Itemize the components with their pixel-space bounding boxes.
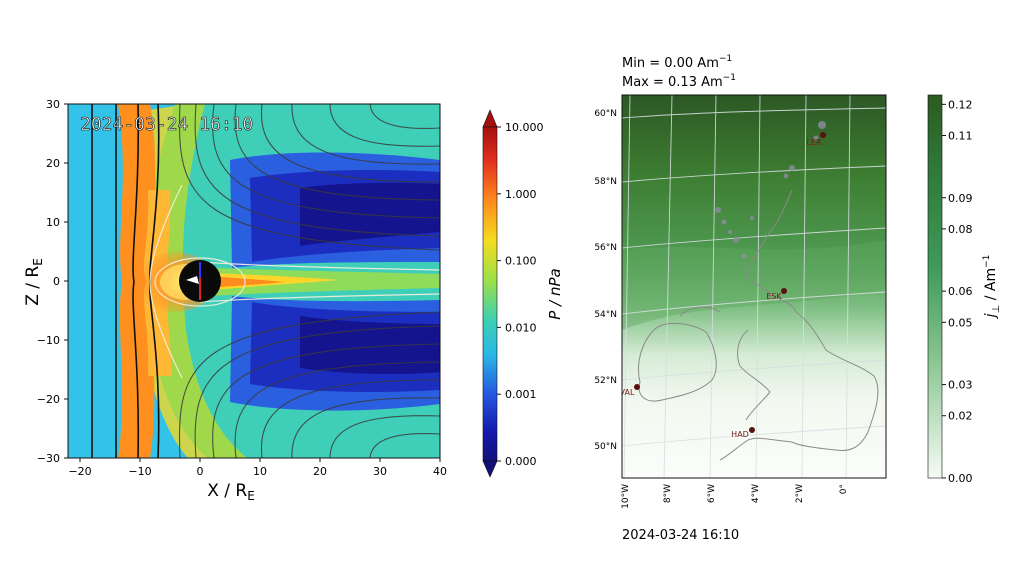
pressure-cbar-tick-label: 0.000 xyxy=(505,455,537,468)
x-tick-label: 10 xyxy=(253,465,267,478)
current-cbar-tick-label: 0.08 xyxy=(948,223,973,236)
lon-tick-label: 0° xyxy=(839,484,849,494)
left-y-axis-label: Z / RE xyxy=(23,258,45,306)
current-density-map: LER ESK VAL HAD xyxy=(620,95,886,478)
graticule xyxy=(622,95,886,478)
svg-text:VAL: VAL xyxy=(620,388,635,397)
svg-text:HAD: HAD xyxy=(731,430,749,439)
pressure-colorbar: 10.000 1.000 0.100 0.010 0.001 0.000 P / nPa xyxy=(482,109,564,478)
left-plot: 2024-03-24 16:10 −20 −10 0 10 20 30 40 30 20 10 0… xyxy=(23,98,447,503)
svg-text:ESK: ESK xyxy=(766,292,782,301)
y-tick-label: −30 xyxy=(37,452,60,465)
field-lines-tail xyxy=(179,104,440,458)
x-tick-label: 30 xyxy=(373,465,387,478)
lat-tick-label: 58°N xyxy=(594,177,617,187)
current-cbar-tick-label: 0.00 xyxy=(948,472,973,485)
left-x-ticks: −20 −10 0 10 20 30 40 xyxy=(68,458,447,478)
lat-tick-label: 56°N xyxy=(594,243,617,253)
station-esk: ESK xyxy=(766,288,787,301)
pressure-cbar-tick-label: 10.000 xyxy=(505,121,544,134)
lat-tick-label: 54°N xyxy=(594,310,617,320)
lat-tick-label: 60°N xyxy=(594,109,617,119)
y-tick-label: 20 xyxy=(46,157,60,170)
current-cbar-tick-label: 0.11 xyxy=(948,129,973,142)
min-text: Min = 0.00 Am−1 xyxy=(622,54,732,71)
max-text: Max = 0.13 Am−1 xyxy=(622,73,736,90)
x-tick-label: 0 xyxy=(197,465,204,478)
current-colorbar-label: j⊥ / Am−1 xyxy=(982,255,1002,320)
current-colorbar: 0.12 0.11 0.09 0.08 0.06 0.05 0.03 0.02 0.00 j⊥ … xyxy=(927,94,1002,485)
lon-tick-label: 8°W xyxy=(663,484,673,503)
lat-tick-label: 50°N xyxy=(594,442,617,452)
left-timestamp: 2024-03-24 16:10 xyxy=(80,114,253,135)
y-tick-label: 10 xyxy=(46,216,60,229)
current-cbar-tick-label: 0.03 xyxy=(948,379,973,392)
lon-tick-label: 4°W xyxy=(751,484,761,503)
current-cbar-tick-label: 0.06 xyxy=(948,285,973,298)
islands xyxy=(715,121,826,259)
x-tick-label: 20 xyxy=(313,465,327,478)
x-tick-label: −10 xyxy=(128,465,151,478)
current-cbar-tick-label: 0.05 xyxy=(948,316,973,329)
pressure-cbar-tick-label: 0.100 xyxy=(505,255,537,268)
svg-text:LER: LER xyxy=(806,138,822,147)
current-cbar-tick-label: 0.12 xyxy=(948,98,973,111)
current-cbar-tick-label: 0.09 xyxy=(948,192,973,205)
longitude-ticks: 10°W 8°W 6°W 4°W 2°W 0° xyxy=(621,484,849,509)
lon-tick-label: 10°W xyxy=(621,484,631,509)
current-cbar-tick-label: 0.02 xyxy=(948,410,973,423)
pressure-cbar-tick-label: 0.010 xyxy=(505,321,537,334)
pressure-cbar-tick-label: 0.001 xyxy=(505,388,537,401)
pressure-cbar-tick-label: 1.000 xyxy=(505,188,537,201)
station-ler: LER xyxy=(806,132,826,147)
lon-tick-label: 6°W xyxy=(707,484,717,503)
contour-lines xyxy=(149,184,440,379)
lon-tick-label: 2°W xyxy=(795,484,805,503)
station-had: HAD xyxy=(731,427,755,439)
left-y-ticks: 30 20 10 0 −10 −20 −30 xyxy=(37,98,68,465)
lat-tick-label: 52°N xyxy=(594,376,617,386)
y-tick-label: 0 xyxy=(53,275,60,288)
x-tick-label: −20 xyxy=(68,465,91,478)
y-tick-label: −20 xyxy=(37,393,60,406)
station-val: VAL xyxy=(620,384,640,397)
y-tick-label: −10 xyxy=(37,334,60,347)
latitude-ticks: 60°N 58°N 56°N 54°N 52°N 50°N xyxy=(594,109,617,452)
right-plot: Min = 0.00 Am−1 Max = 0.13 Am−1 xyxy=(594,54,887,543)
y-tick-label: 30 xyxy=(46,98,60,111)
x-tick-label: 40 xyxy=(433,465,447,478)
right-timestamp: 2024-03-24 16:10 xyxy=(622,528,739,543)
pressure-field xyxy=(68,104,440,458)
coastlines xyxy=(638,189,879,461)
pressure-colorbar-label: P / nPa xyxy=(546,268,564,319)
left-x-axis-label: X / RE xyxy=(207,481,255,503)
